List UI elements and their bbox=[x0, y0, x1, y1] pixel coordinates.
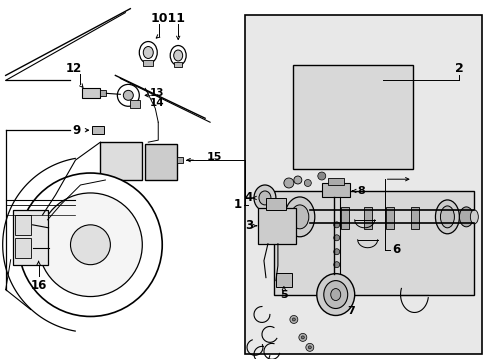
Ellipse shape bbox=[170, 45, 186, 66]
Ellipse shape bbox=[253, 185, 275, 211]
Ellipse shape bbox=[435, 200, 458, 234]
Bar bbox=[327, 178, 343, 185]
Circle shape bbox=[123, 90, 133, 100]
Circle shape bbox=[292, 318, 295, 321]
Ellipse shape bbox=[285, 197, 314, 237]
Circle shape bbox=[333, 235, 339, 241]
Text: 8: 8 bbox=[357, 186, 365, 196]
Circle shape bbox=[70, 225, 110, 265]
Text: 12: 12 bbox=[65, 62, 81, 75]
Circle shape bbox=[305, 343, 313, 351]
Text: 6: 6 bbox=[392, 243, 400, 256]
Ellipse shape bbox=[259, 191, 270, 205]
Bar bbox=[258, 208, 295, 244]
Circle shape bbox=[289, 315, 297, 323]
Circle shape bbox=[317, 172, 325, 180]
Circle shape bbox=[304, 180, 311, 186]
Ellipse shape bbox=[290, 205, 308, 229]
Text: 15: 15 bbox=[207, 152, 222, 162]
Bar bbox=[273, 191, 473, 295]
Bar bbox=[410, 207, 418, 229]
Text: 16: 16 bbox=[30, 279, 47, 292]
Ellipse shape bbox=[440, 206, 453, 228]
Ellipse shape bbox=[458, 207, 472, 227]
Circle shape bbox=[333, 222, 339, 228]
Circle shape bbox=[301, 336, 304, 339]
Circle shape bbox=[333, 262, 339, 268]
Bar bbox=[244, 15, 482, 354]
Circle shape bbox=[39, 193, 142, 297]
Text: 1011: 1011 bbox=[150, 12, 185, 25]
Bar bbox=[100, 142, 142, 180]
Bar bbox=[340, 207, 348, 229]
Bar bbox=[385, 207, 393, 229]
Circle shape bbox=[117, 84, 139, 106]
Ellipse shape bbox=[469, 210, 477, 224]
Text: 13: 13 bbox=[150, 88, 164, 98]
Circle shape bbox=[19, 173, 162, 316]
Bar bbox=[363, 207, 371, 229]
Ellipse shape bbox=[330, 289, 340, 301]
Bar bbox=[82, 88, 100, 98]
Bar bbox=[13, 210, 47, 265]
Text: 3: 3 bbox=[244, 219, 252, 232]
Bar bbox=[15, 238, 31, 258]
Circle shape bbox=[293, 176, 301, 184]
Ellipse shape bbox=[173, 50, 183, 61]
Bar bbox=[130, 100, 140, 108]
Bar bbox=[275, 273, 291, 287]
Text: 7: 7 bbox=[347, 306, 355, 316]
Text: 1: 1 bbox=[233, 198, 242, 211]
Ellipse shape bbox=[323, 280, 347, 309]
Text: 2: 2 bbox=[454, 62, 463, 75]
Bar bbox=[265, 198, 285, 210]
Circle shape bbox=[298, 333, 306, 341]
Text: 4: 4 bbox=[244, 192, 252, 204]
Bar bbox=[15, 215, 31, 235]
Ellipse shape bbox=[139, 41, 157, 63]
Text: 5: 5 bbox=[280, 289, 287, 300]
Bar bbox=[92, 126, 104, 134]
Circle shape bbox=[284, 178, 293, 188]
Bar bbox=[100, 90, 106, 96]
Circle shape bbox=[308, 346, 311, 349]
Circle shape bbox=[333, 249, 339, 255]
Ellipse shape bbox=[316, 274, 354, 315]
Bar bbox=[174, 62, 182, 67]
Bar bbox=[177, 157, 183, 163]
Bar bbox=[143, 60, 153, 67]
Bar bbox=[293, 65, 412, 169]
Ellipse shape bbox=[143, 46, 153, 58]
Text: 9: 9 bbox=[72, 124, 81, 137]
Bar bbox=[321, 183, 349, 197]
Bar bbox=[145, 144, 177, 180]
Text: 14: 14 bbox=[150, 98, 164, 108]
